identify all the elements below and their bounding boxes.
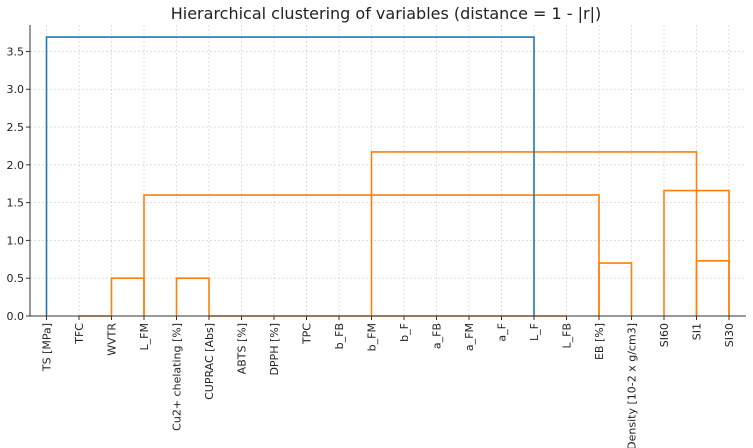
x-tick-label-3: L_FM — [138, 323, 151, 350]
x-tick-label-18: Density [10-2 x g/cm3] — [626, 323, 639, 448]
x-tick-label-14: a_F — [496, 323, 509, 342]
x-tick-label-11: b_F — [398, 323, 411, 342]
dendrogram-link-4 — [695, 260, 730, 316]
x-tick-label-8: TPC — [301, 323, 314, 345]
x-tick-label-7: DPPH [%] — [268, 323, 281, 376]
dendrogram-link-0 — [110, 277, 145, 316]
y-tick-label-1: 0.5 — [7, 272, 25, 285]
y-tick-label-7: 3.5 — [7, 45, 25, 58]
y-axis-ticks: 0.0 0.5 1.0 1.5 2.0 2.5 3.0 3.5 — [7, 45, 30, 323]
y-tick-label-2: 1.0 — [7, 234, 25, 247]
x-tick-label-15: L_F — [528, 323, 541, 341]
x-tick-label-4: Cu2+ chelating [%] — [171, 323, 184, 431]
x-tick-label-9: b_FB — [333, 323, 346, 349]
x-axis-ticks: TS [MPa] TFC WVTR L_FM Cu2+ chelating [%] CUP… — [41, 316, 736, 448]
x-tick-label-16: L_FB — [561, 323, 574, 349]
x-tick-label-5: CUPRAC [Abs] — [203, 323, 216, 400]
y-tick-label-4: 2.0 — [7, 159, 25, 172]
x-tick-label-2: WVTR — [106, 323, 119, 356]
y-tick-label-5: 2.5 — [7, 121, 25, 134]
x-tick-label-1: TFC — [73, 323, 86, 345]
x-tick-label-10: b_FM — [366, 323, 379, 351]
x-tick-label-13: a_FM — [463, 323, 476, 351]
x-tick-label-21: SI30 — [723, 323, 736, 347]
y-tick-label-3: 1.5 — [7, 197, 25, 210]
y-tick-label-0: 0.0 — [7, 310, 25, 323]
y-tick-label-6: 3.0 — [7, 83, 25, 96]
grid-lines — [30, 25, 746, 317]
dendrogram-link-8 — [45, 36, 535, 316]
dendrogram-link-3 — [598, 262, 633, 316]
x-tick-label-0: TS [MPa] — [41, 323, 54, 372]
x-tick-label-19: SI60 — [658, 323, 671, 347]
chart-title: Hierarchical clustering of variables (di… — [171, 4, 602, 23]
x-tick-label-12: a_FB — [431, 323, 444, 349]
dendrogram-links — [45, 36, 730, 317]
axes — [29, 25, 746, 317]
x-tick-label-20: SI1 — [691, 323, 704, 340]
x-tick-label-17: EB [%] — [593, 323, 606, 360]
x-tick-label-6: ABTS [%] — [236, 323, 249, 374]
dendrogram-link-1 — [175, 277, 210, 316]
